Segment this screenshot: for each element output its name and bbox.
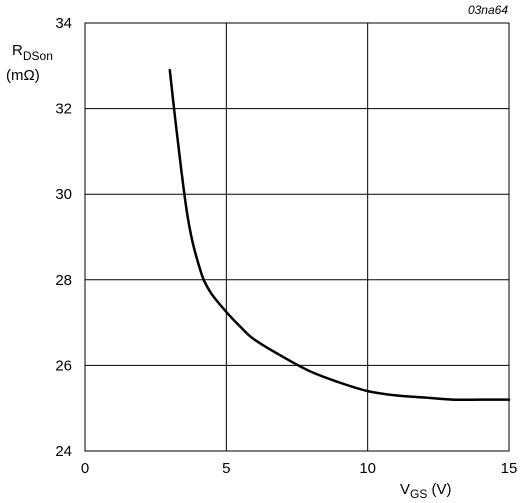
plot-frame <box>84 22 510 452</box>
y-tick-label: 28 <box>55 272 72 289</box>
figure-code: 03na64 <box>468 3 508 17</box>
y-tick-labels: 24 26 28 30 32 34 <box>55 15 72 460</box>
x-tick-labels: 0 5 10 15 <box>81 460 518 477</box>
y-axis-label-subscript: DSon <box>23 49 53 63</box>
y-tick-label: 30 <box>55 186 72 203</box>
series-line <box>168 68 511 402</box>
y-axis-label: RDSon <box>12 42 53 63</box>
x-axis-label: VGS (V) <box>400 481 452 501</box>
x-tick-label: 5 <box>222 460 230 477</box>
grid-lines <box>85 23 509 451</box>
x-tick-label: 15 <box>501 460 518 477</box>
x-axis-label-subscript: GS <box>410 487 427 501</box>
x-tick-label: 10 <box>359 460 376 477</box>
y-tick-label: 26 <box>55 357 72 374</box>
y-tick-label: 32 <box>55 101 72 118</box>
y-tick-label: 34 <box>55 15 72 32</box>
y-tick-label: 24 <box>55 443 72 460</box>
x-tick-label: 0 <box>81 460 89 477</box>
y-axis-unit: (mΩ) <box>6 67 40 84</box>
